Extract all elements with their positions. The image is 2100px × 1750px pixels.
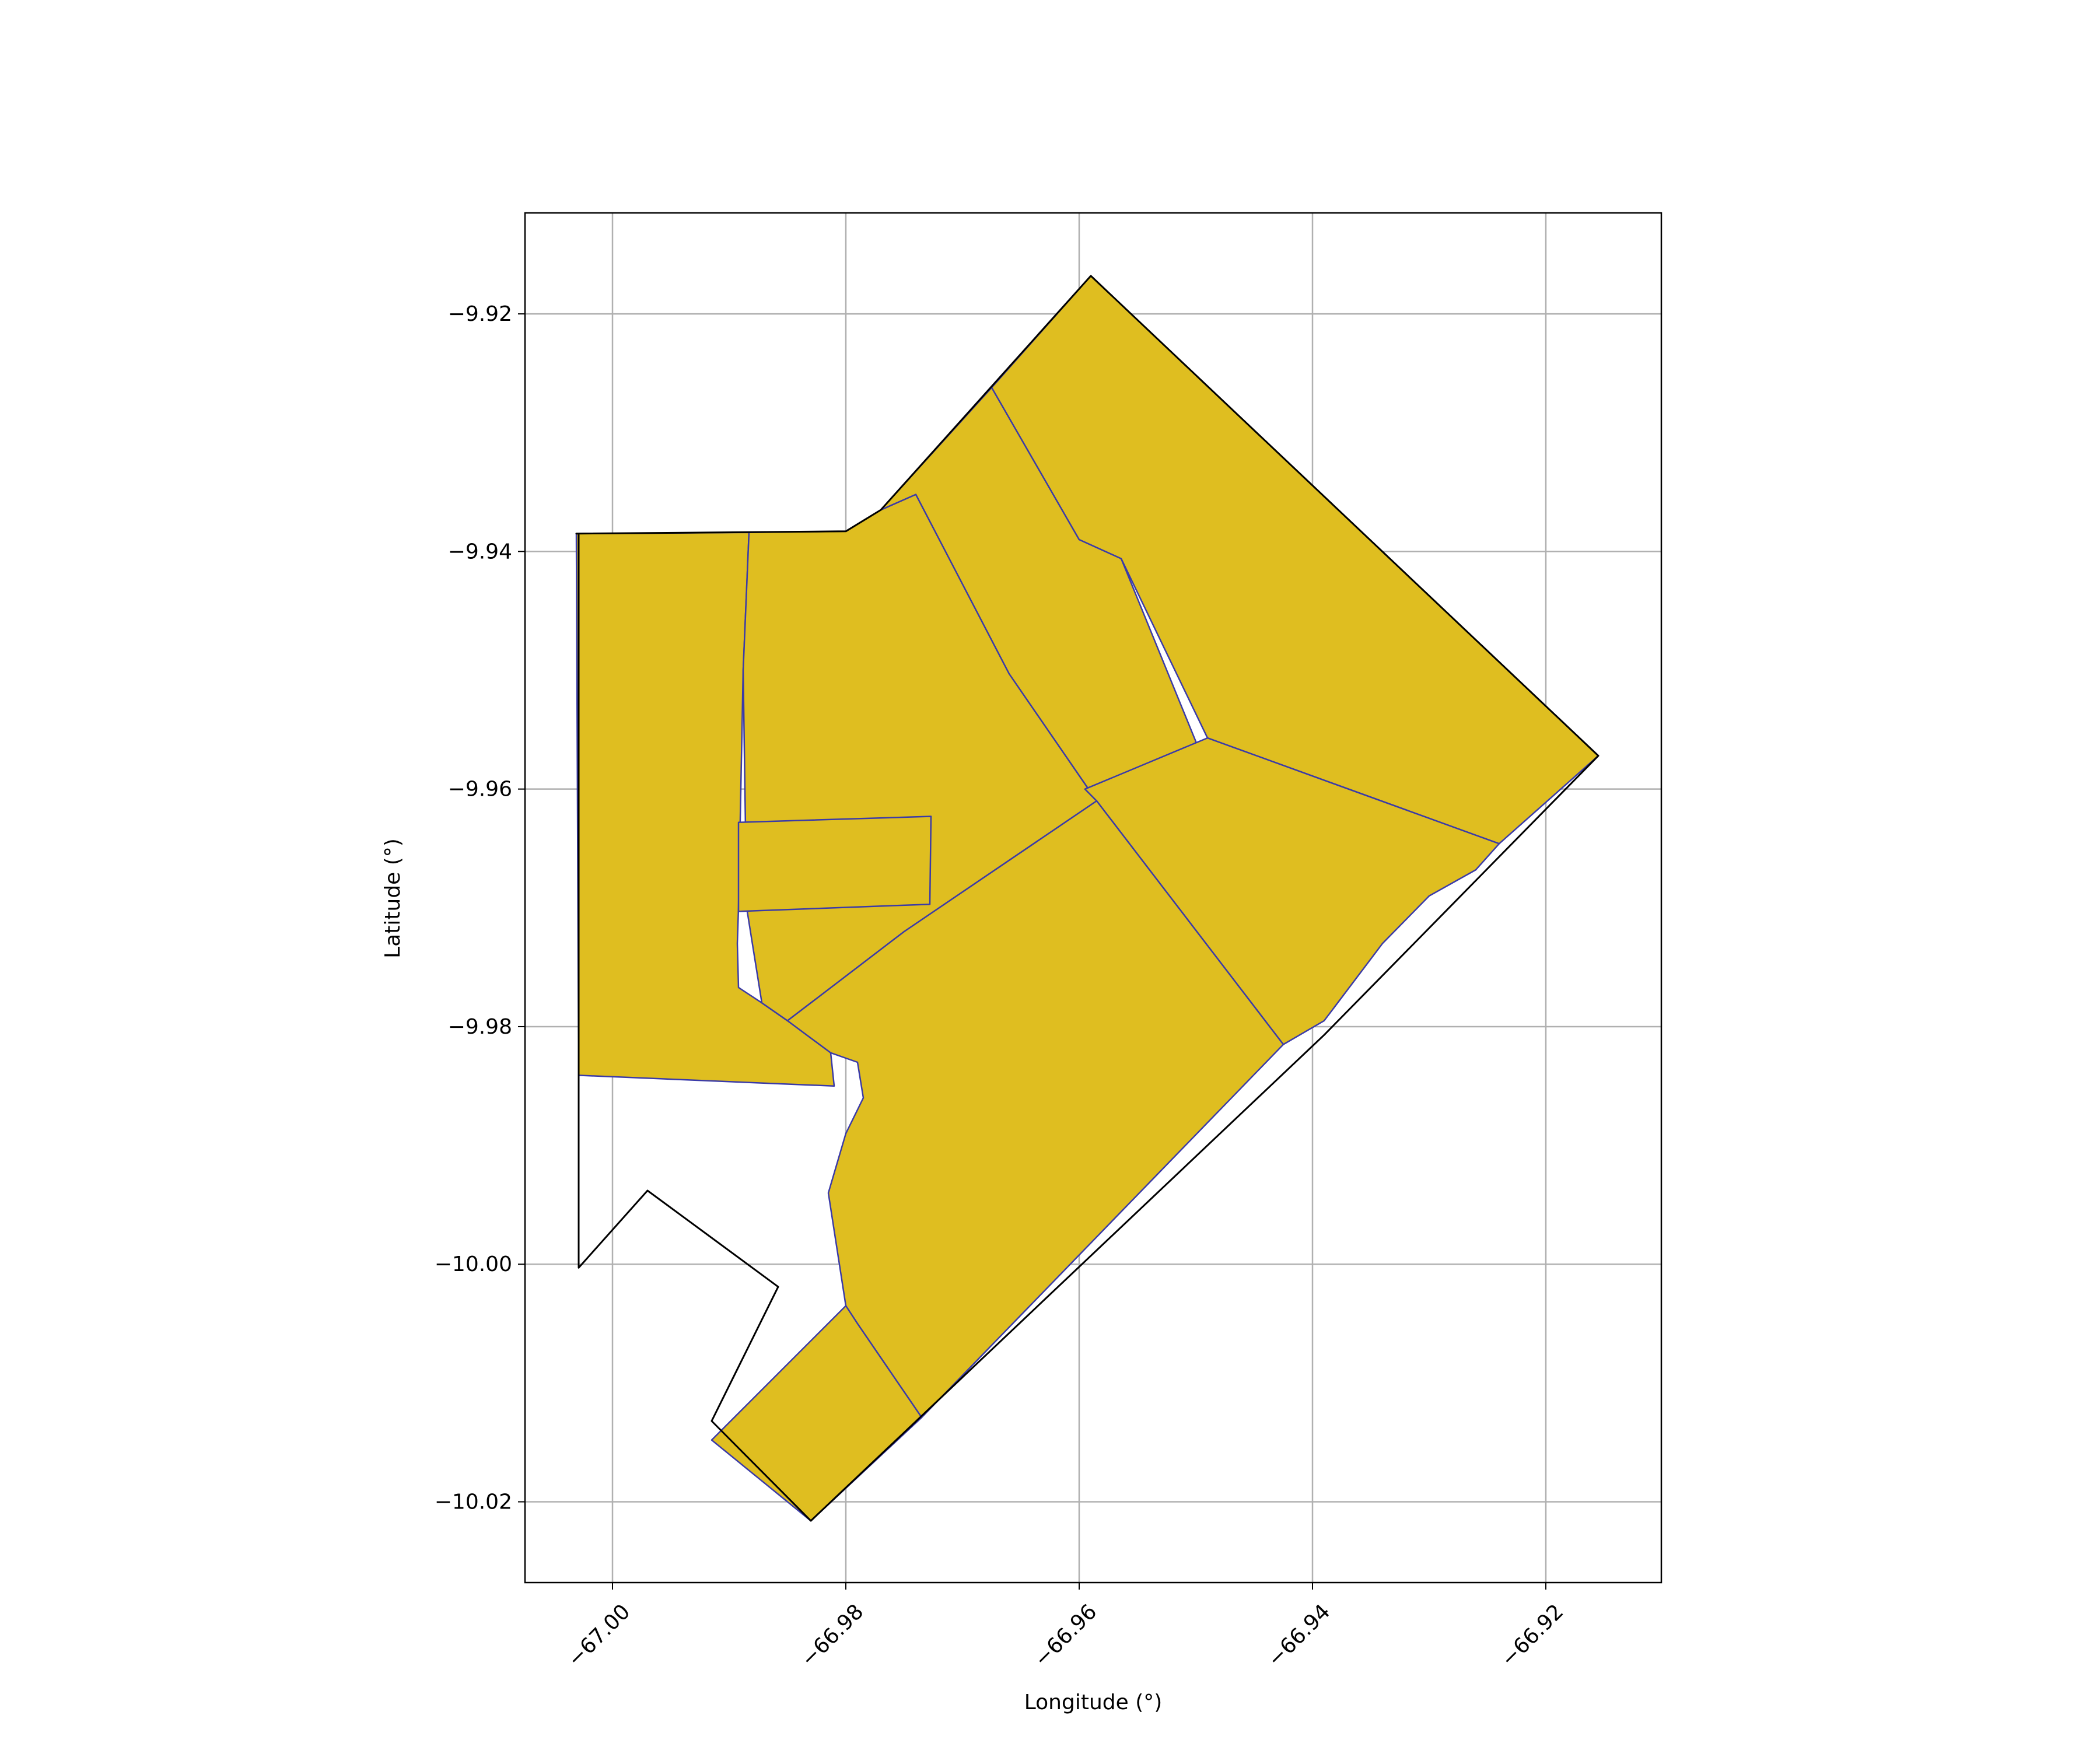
y-tick-label: −9.98 (448, 1015, 512, 1039)
y-tick-label: −10.02 (435, 1490, 512, 1514)
y-tick-label: −9.92 (448, 302, 512, 326)
district-polygon-6 (1084, 737, 1500, 1045)
y-tick-label: −9.96 (448, 778, 512, 802)
boundary-layer (575, 275, 1600, 1522)
axes-frame (524, 212, 1662, 1584)
y-tick-label: −10.00 (435, 1252, 512, 1276)
y-axis-label: Latitude (°) (381, 838, 405, 958)
plot-area (524, 212, 1662, 1584)
y-axis-ticks: −9.92 −9.94 −9.96 −9.98 −10.00 −10.02 (435, 302, 525, 1514)
outer-boundary (575, 275, 1600, 1522)
y-tick-label: −9.94 (448, 540, 512, 564)
district-polygon-3 (737, 816, 932, 912)
x-axis-label: Longitude (°) (1024, 1690, 1163, 1714)
districts-layer (575, 275, 1600, 1522)
